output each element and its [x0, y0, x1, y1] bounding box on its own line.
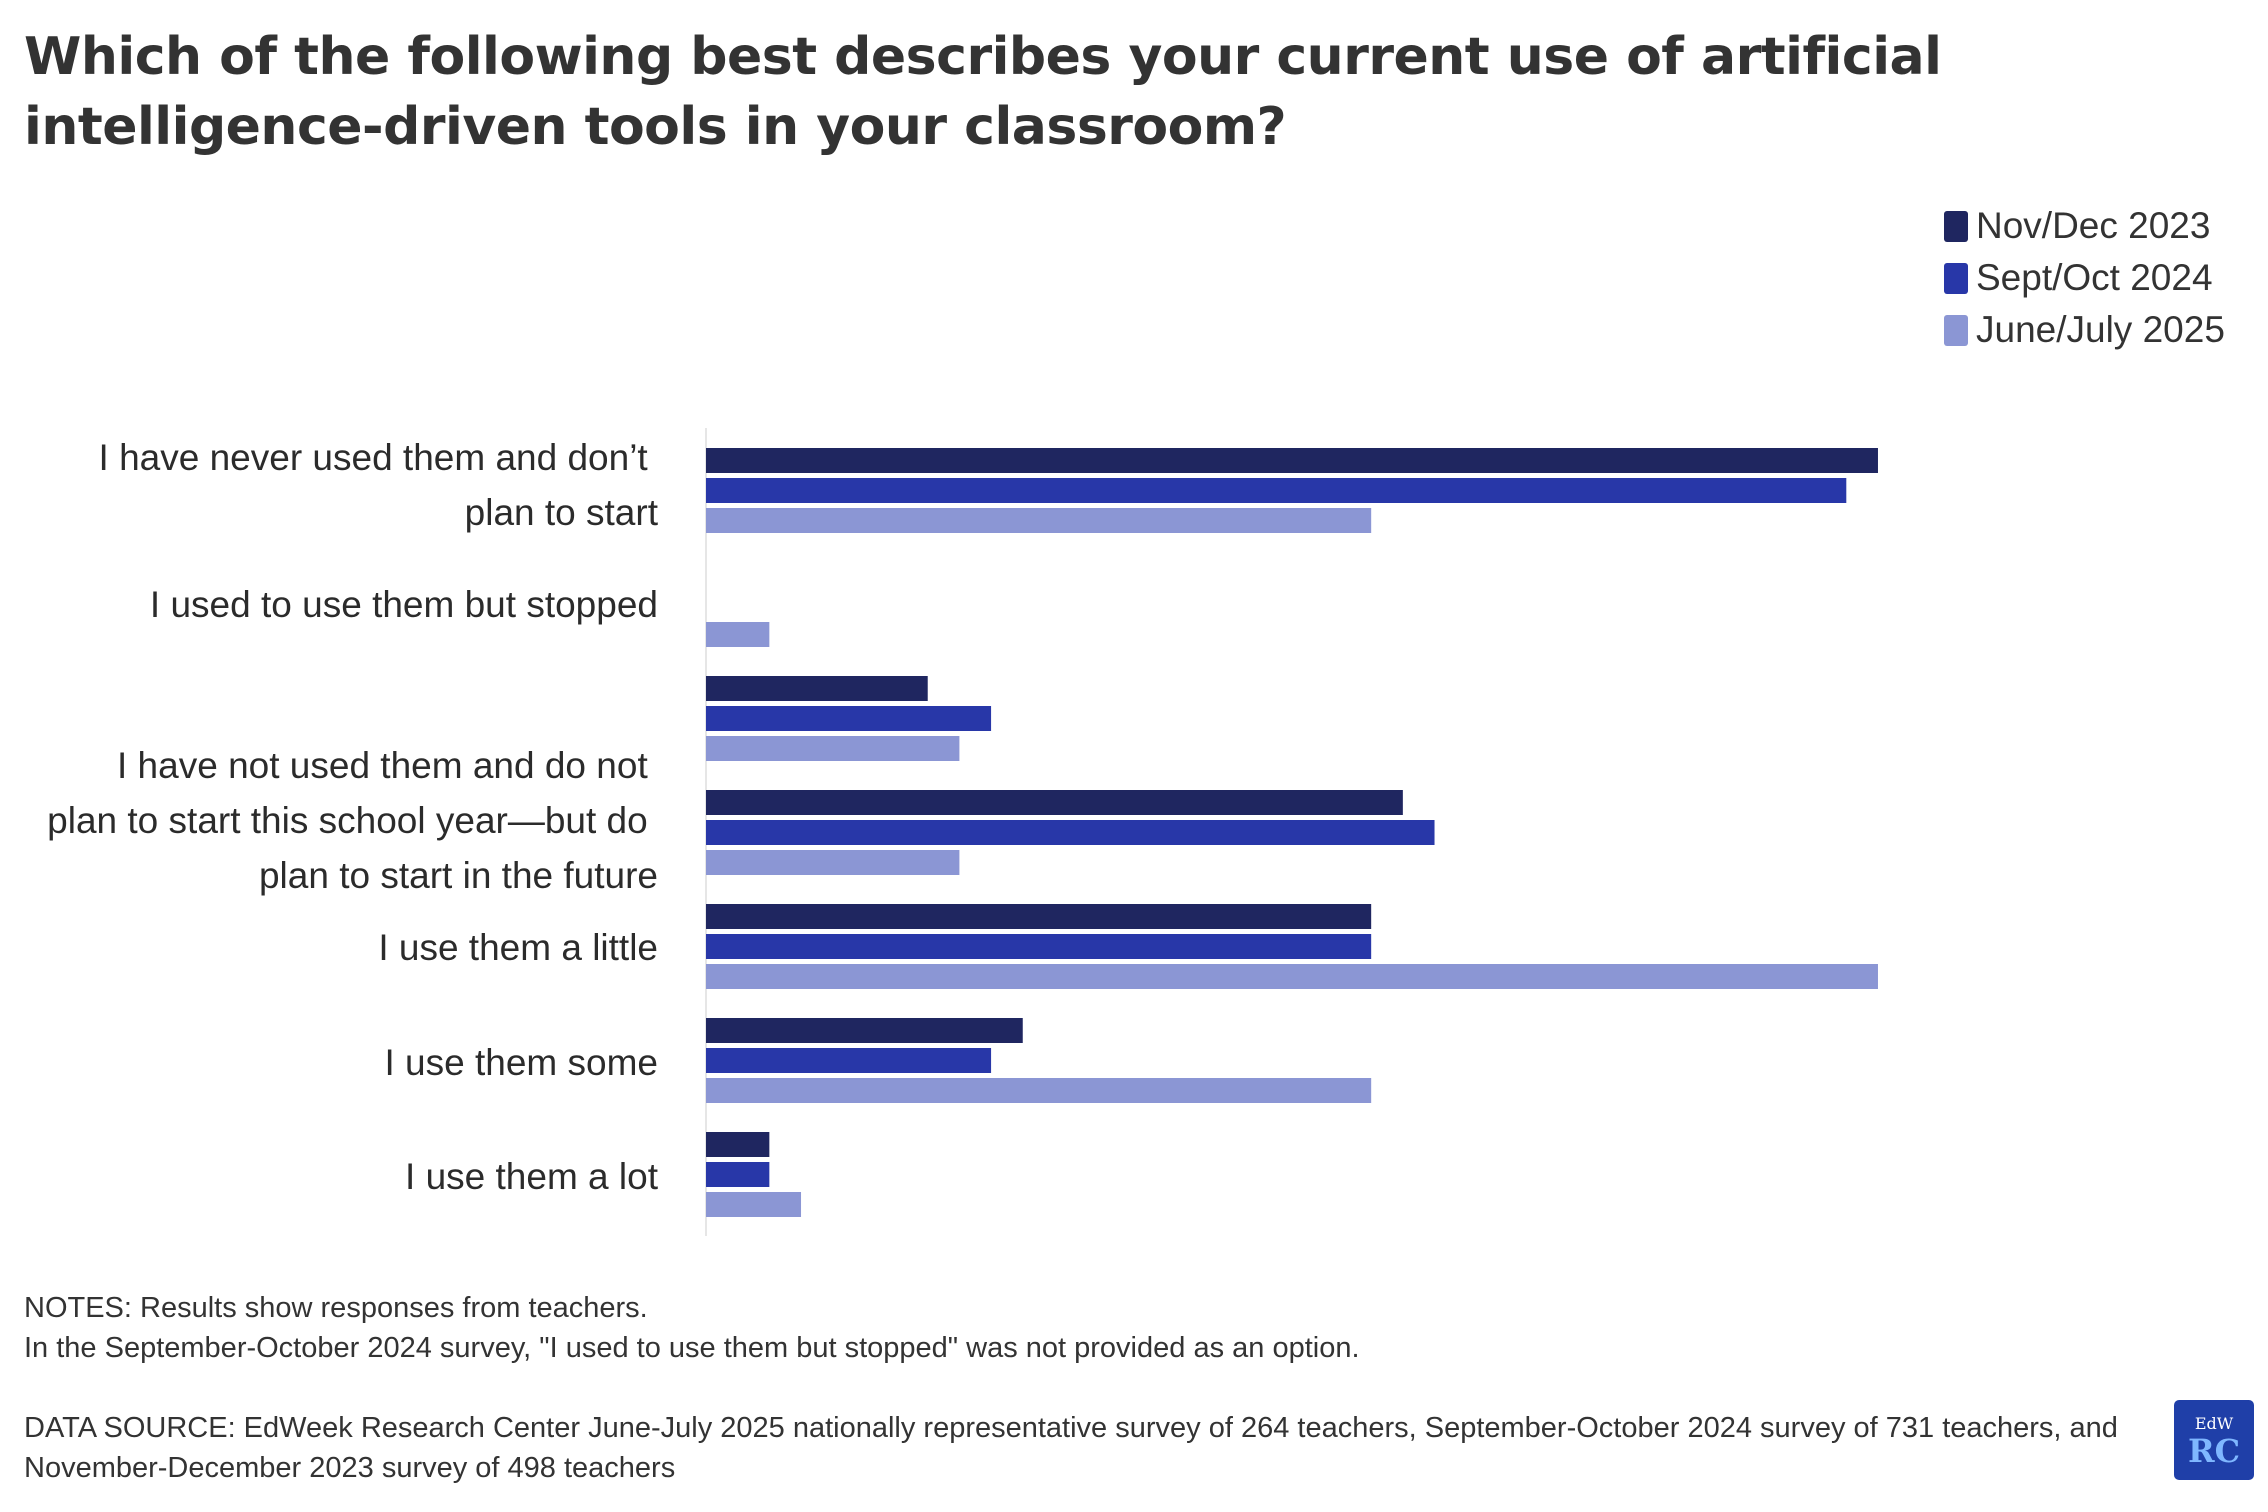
bar-june-july-2025-group-4 [706, 850, 960, 875]
bar-nov-dec-2023-group-3 [706, 676, 928, 701]
bar-nov-dec-2023-group-1 [706, 448, 1878, 473]
bars-layer [706, 448, 1878, 1217]
bar-june-july-2025-group-2 [706, 622, 770, 647]
legend: Nov/Dec 2023 Sept/Oct 2024 June/July 202… [1944, 200, 2264, 356]
notes: NOTES: Results show responses from teach… [24, 1288, 2224, 1368]
category-label-used-stopped: I used to use them but stopped [150, 584, 658, 625]
bar-sept-oct-2024-group-4 [706, 820, 1435, 845]
label-line: I use them a little [378, 927, 658, 968]
label-line: plan to start in the future [259, 855, 658, 896]
bar-nov-dec-2023-group-7 [706, 1132, 770, 1157]
edweek-rc-logo[interactable]: EdW RC [2174, 1400, 2254, 1480]
legend-swatch [1944, 210, 1968, 242]
legend-item-sept-oct-2024[interactable]: Sept/Oct 2024 [1944, 252, 2264, 304]
bar-june-july-2025-group-7 [706, 1192, 802, 1217]
logo-text-bottom: RC [2187, 1432, 2241, 1470]
legend-swatch [1944, 262, 1968, 294]
legend-item-nov-dec-2023[interactable]: Nov/Dec 2023 [1944, 200, 2264, 252]
bar-june-july-2025-group-1 [706, 508, 1372, 533]
label-line: I used to use them but stopped [150, 584, 658, 625]
legend-label: Sept/Oct 2024 [1976, 257, 2213, 298]
logo-text-top: EdW [2194, 1414, 2234, 1433]
legend-item-june-july-2025[interactable]: June/July 2025 [1944, 304, 2264, 356]
label-line: plan to start this school year—but do [47, 800, 648, 841]
notes-line: In the September-October 2024 survey, "I… [24, 1332, 1360, 1364]
category-label-use-little: I use them a little [378, 927, 658, 968]
bar-chart: I have never used them and don’t plan to… [47, 428, 1878, 1236]
category-label-use-some: I use them some [384, 1042, 658, 1083]
notes-line: NOTES: Results show responses from teach… [24, 1292, 648, 1324]
page-title: Which of the following best describes yo… [24, 27, 1942, 157]
category-label-use-lot: I use them a lot [405, 1156, 659, 1197]
bar-june-july-2025-group-3 [706, 736, 960, 761]
label-line: I have not used them and do not [117, 745, 648, 786]
legend-label: June/July 2025 [1976, 309, 2225, 350]
bar-sept-oct-2024-group-3 [706, 706, 992, 731]
category-labels: I have never used them and don’t plan to… [47, 437, 659, 1197]
bar-nov-dec-2023-group-6 [706, 1018, 1023, 1043]
bar-nov-dec-2023-group-4 [706, 790, 1403, 815]
bar-sept-oct-2024-group-1 [706, 478, 1847, 503]
data-source-text: DATA SOURCE: EdWeek Research Center June… [24, 1412, 2118, 1484]
data-source: DATA SOURCE: EdWeek Research Center June… [24, 1408, 2144, 1488]
legend-swatch [1944, 314, 1968, 346]
category-label-never-used: I have never used them and don’t plan to… [99, 437, 659, 533]
category-label-plan-future: I have not used them and do not plan to … [47, 745, 658, 896]
bar-sept-oct-2024-group-6 [706, 1048, 992, 1073]
label-line: I have never used them and don’t [99, 437, 649, 478]
legend-label: Nov/Dec 2023 [1976, 205, 2211, 246]
bar-sept-oct-2024-group-7 [706, 1162, 770, 1187]
bar-sept-oct-2024-group-5 [706, 934, 1372, 959]
label-line: I use them a lot [405, 1156, 659, 1197]
label-line: plan to start [465, 492, 659, 533]
label-line: I use them some [384, 1042, 658, 1083]
bar-june-july-2025-group-5 [706, 964, 1878, 989]
bar-june-july-2025-group-6 [706, 1078, 1372, 1103]
bar-nov-dec-2023-group-5 [706, 904, 1372, 929]
